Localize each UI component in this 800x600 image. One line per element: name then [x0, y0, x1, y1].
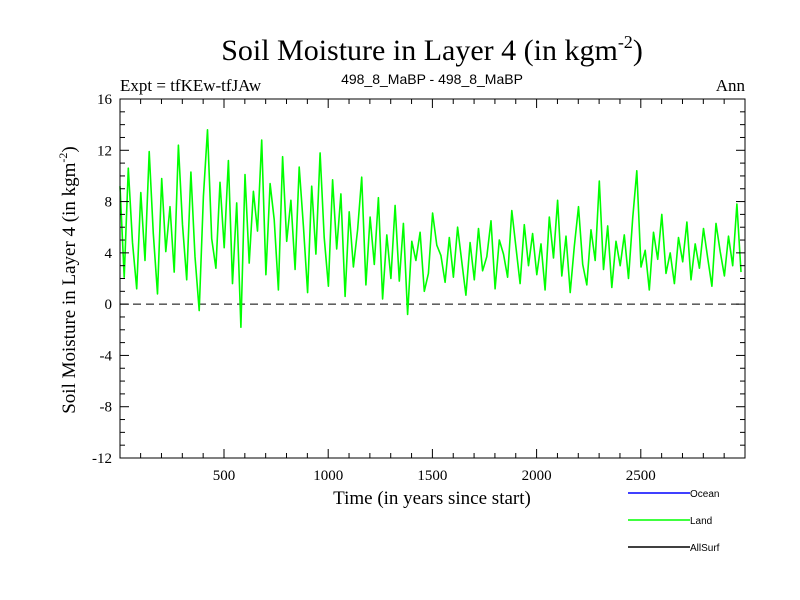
axis-layer: -12 -8 -4 0 4 8 12 16 500 1000 1500 2000 2500 — [92, 92, 746, 484]
y-tick-label: 12 — [97, 143, 112, 159]
x-tick-label: 2500 — [626, 468, 656, 484]
y-tick-label: -12 — [92, 451, 112, 467]
legend-label-land: Land — [690, 516, 712, 527]
y-tick-label: 0 — [105, 297, 113, 313]
series-layer — [119, 129, 742, 328]
chart-title: Soil Moisture in Layer 4 (in kgm-2) — [221, 32, 643, 67]
plot-frame — [119, 98, 746, 459]
y-tick-label: 16 — [97, 92, 113, 108]
legend-label-allsurf: AllSurf — [690, 543, 720, 554]
x-tick-label: 1500 — [417, 468, 447, 484]
season-label: Ann — [716, 76, 746, 95]
y-tick-label: 4 — [105, 246, 113, 262]
y-axis-label: Soil Moisture in Layer 4 (in kgm-2) — [56, 146, 80, 414]
y-tick-label: 8 — [105, 195, 113, 211]
period-label: 498_8_MaBP - 498_8_MaBP — [341, 71, 523, 87]
series-line-land — [119, 129, 742, 328]
x-axis-label: Time (in years since start) — [333, 488, 531, 509]
x-tick-label: 2000 — [522, 468, 552, 484]
experiment-label: Expt = tfKEw-tfJAw — [120, 76, 262, 95]
x-tick-label: 1000 — [313, 468, 343, 484]
legend: Ocean Land AllSurf — [628, 489, 720, 554]
y-tick-label: -8 — [100, 400, 113, 416]
y-tick-label: -4 — [100, 348, 113, 364]
legend-label-ocean: Ocean — [690, 489, 719, 500]
x-tick-label: 500 — [213, 468, 236, 484]
